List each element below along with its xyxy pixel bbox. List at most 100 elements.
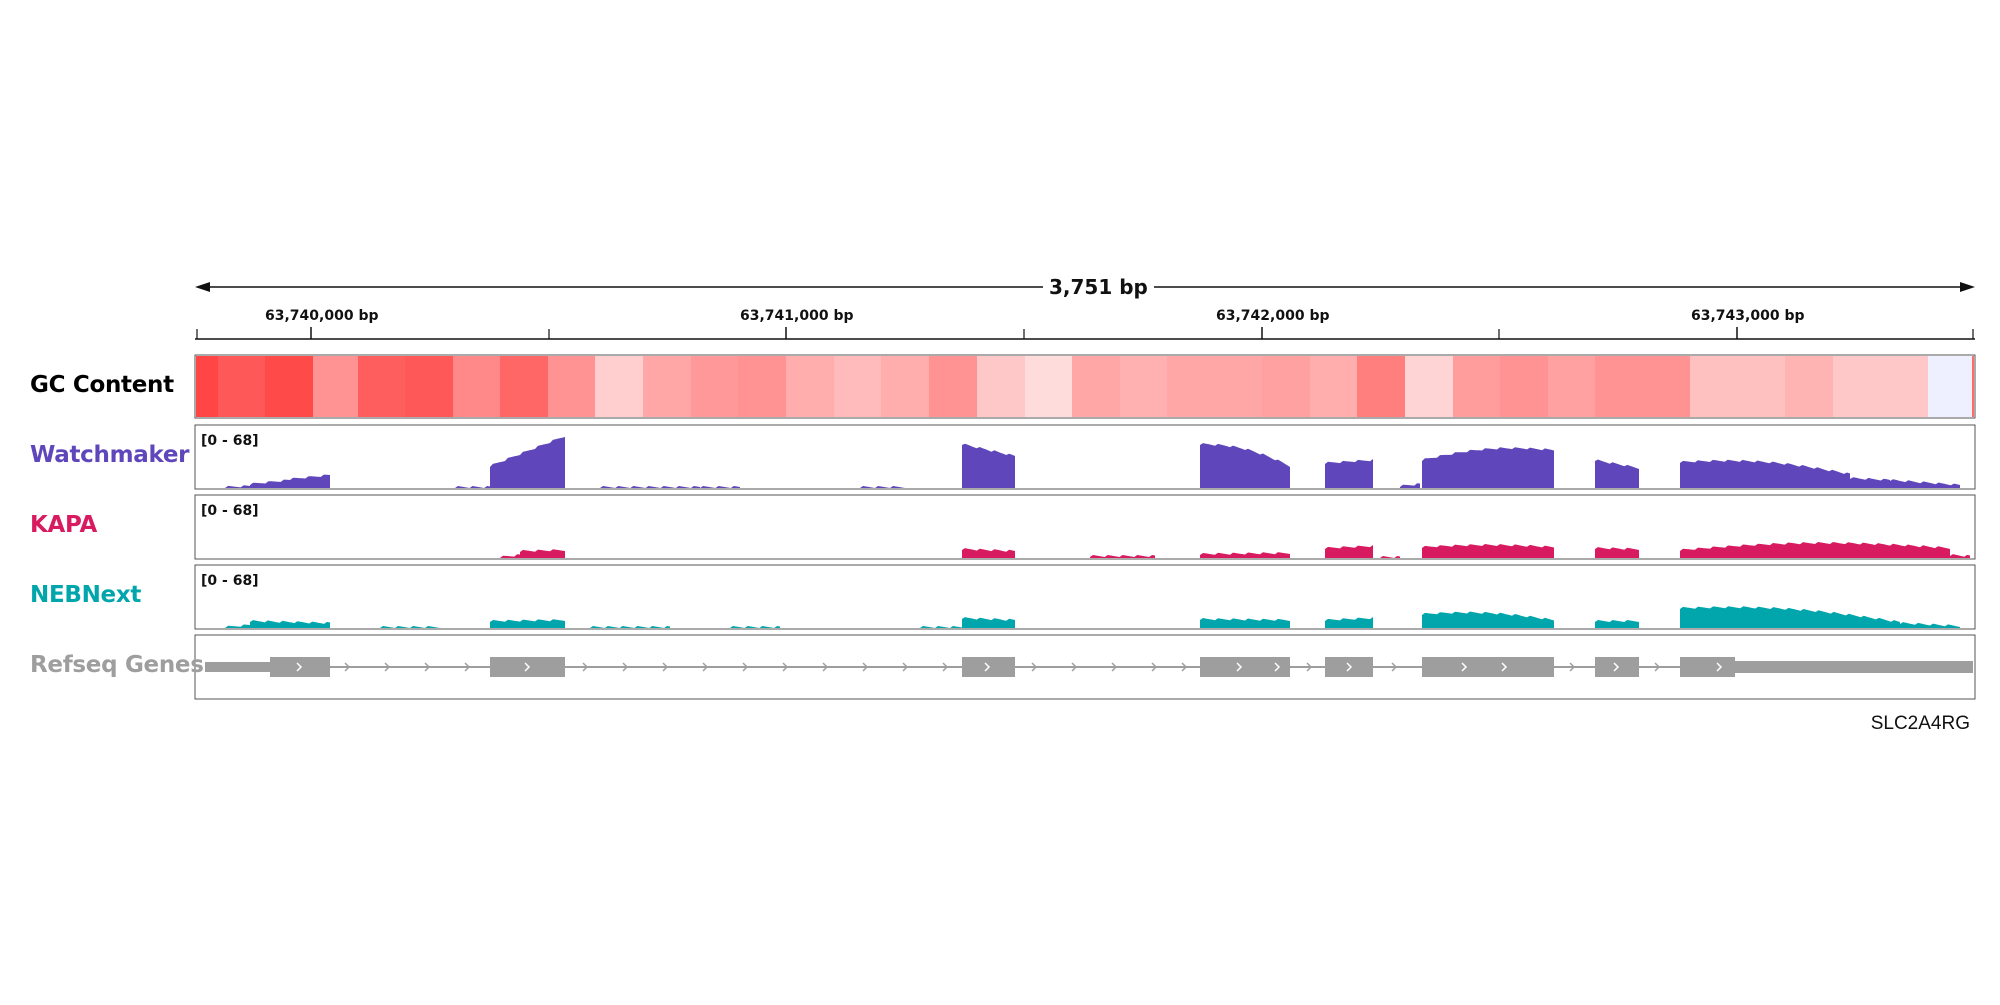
gc-cell [1833, 356, 1880, 417]
strand-arrow-icon [1236, 662, 1243, 672]
strand-arrow-icon [1071, 662, 1078, 672]
strand-arrow-icon [1306, 662, 1313, 672]
gc-cell [1972, 356, 1974, 417]
gc-cell [1262, 356, 1310, 417]
strand-arrow-icon [1461, 662, 1468, 672]
nebnext-coverage [225, 606, 1960, 628]
gc-cell [1405, 356, 1453, 417]
gc-cell [1453, 356, 1500, 417]
strand-arrow-icon [622, 662, 629, 672]
gc-cell [1310, 356, 1357, 417]
gene-name[interactable]: SLC2A4RG [1870, 713, 1970, 734]
strand-arrow-icon [1569, 662, 1576, 672]
gc-cell [1928, 356, 1974, 417]
gene-utr [1735, 661, 1973, 673]
strand-arrow-icon [984, 662, 991, 672]
gc-cell [405, 356, 453, 417]
strand-arrow-icon [424, 662, 431, 672]
tick-label-2: 63,741,000 bp [740, 308, 854, 324]
kapa-label[interactable]: KAPA [30, 512, 97, 538]
gc-cell [500, 356, 548, 417]
kapa-coverage [500, 542, 1970, 558]
gc-cell [1500, 356, 1548, 417]
tick-label-4: 63,743,000 bp [1691, 308, 1805, 324]
strand-arrow-icon [296, 662, 303, 672]
gc-cell [358, 356, 405, 417]
gc-cell [313, 356, 358, 417]
gc-cell [1548, 356, 1595, 417]
strand-arrow-icon [822, 662, 829, 672]
gc-cell [691, 356, 738, 417]
span-label: 3,751 bp [1043, 275, 1154, 299]
strand-arrow-icon [1716, 662, 1723, 672]
gc-cell [265, 356, 313, 417]
strand-arrow-icon [1031, 662, 1038, 672]
strand-arrow-icon [1181, 662, 1188, 672]
gc-cell [834, 356, 881, 417]
strand-arrow-icon [902, 662, 909, 672]
gc-cell [738, 356, 786, 417]
gene-exon [1325, 657, 1373, 677]
watchmaker-coverage [225, 437, 1960, 488]
gc-content-label[interactable]: GC Content [30, 372, 174, 398]
strand-arrow-icon [344, 662, 351, 672]
gc-cell [1357, 356, 1405, 417]
strand-arrow-icon [1501, 662, 1508, 672]
tick-label-1: 63,740,000 bp [265, 308, 379, 324]
watchmaker-label[interactable]: Watchmaker [30, 442, 190, 468]
gc-content-heatmap [196, 356, 1974, 417]
strand-arrow-icon [524, 662, 531, 672]
strand-arrow-icon [1654, 662, 1661, 672]
kapa-data-range: [0 - 68] [201, 503, 259, 519]
nebnext-label[interactable]: NEBNext [30, 582, 142, 608]
gc-cell [1880, 356, 1928, 417]
gc-cell [1738, 356, 1785, 417]
nebnext-track-frame [194, 564, 1976, 630]
gc-cell [1025, 356, 1072, 417]
gc-cell [1167, 356, 1215, 417]
gc-cell [1690, 356, 1738, 417]
gc-cell [1595, 356, 1643, 417]
kapa-track-frame [194, 494, 1976, 560]
gc-cell [595, 356, 643, 417]
strand-arrow-icon [862, 662, 869, 672]
gc-cell [1785, 356, 1833, 417]
span-arrow-left-head [195, 282, 210, 292]
gc-cell [1215, 356, 1262, 417]
strand-arrow-icon [1274, 662, 1281, 672]
refseq-genes-label[interactable]: Refseq Genes [30, 652, 204, 678]
gc-cell [218, 356, 265, 417]
strand-arrow-icon [782, 662, 789, 672]
strand-arrow-icon [1346, 662, 1353, 672]
gc-cell [1120, 356, 1167, 417]
tick-label-3: 63,742,000 bp [1216, 308, 1330, 324]
gene-exon [490, 657, 565, 677]
gc-cell [977, 356, 1025, 417]
strand-arrow-icon [582, 662, 589, 672]
span-arrow-right-head [1960, 282, 1975, 292]
gene-exon [1680, 657, 1735, 677]
gc-cell [786, 356, 834, 417]
gc-cell [1643, 356, 1690, 417]
strand-arrow-icon [1391, 662, 1398, 672]
gene-exon [1422, 657, 1554, 677]
gc-cell [881, 356, 929, 417]
nebnext-data-range: [0 - 68] [201, 573, 259, 589]
strand-arrow-icon [702, 662, 709, 672]
gc-cell [929, 356, 977, 417]
gene-exon [1200, 657, 1290, 677]
watchmaker-track-frame [194, 424, 1976, 490]
gene-model [205, 657, 1973, 677]
strand-arrow-icon [464, 662, 471, 672]
gc-cell [196, 356, 218, 417]
strand-arrow-icon [1151, 662, 1158, 672]
strand-arrow-icon [942, 662, 949, 672]
gc-cell [1072, 356, 1120, 417]
strand-arrow-icon [1613, 662, 1620, 672]
gc-cell [548, 356, 595, 417]
strand-arrow-icon [384, 662, 391, 672]
gc-cell [453, 356, 500, 417]
gc-cell [643, 356, 691, 417]
